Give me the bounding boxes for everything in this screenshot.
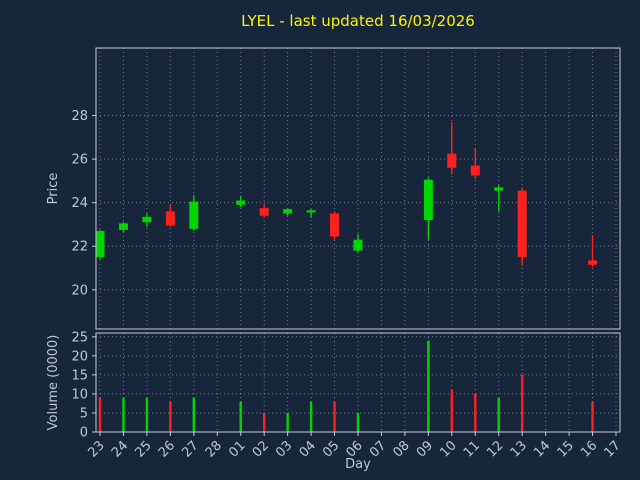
svg-text:05: 05 xyxy=(320,438,342,460)
svg-text:10: 10 xyxy=(71,387,88,402)
svg-text:22: 22 xyxy=(71,240,88,255)
chart-title: LYEL - last updated 16/03/2026 xyxy=(241,12,475,30)
svg-text:27: 27 xyxy=(179,438,201,460)
svg-text:24: 24 xyxy=(71,196,88,211)
svg-text:11: 11 xyxy=(461,438,483,460)
svg-text:28: 28 xyxy=(203,438,225,460)
svg-text:25: 25 xyxy=(71,330,88,345)
svg-text:24: 24 xyxy=(109,438,131,460)
svg-text:5: 5 xyxy=(80,406,88,421)
svg-text:20: 20 xyxy=(71,283,88,298)
svg-text:23: 23 xyxy=(86,438,108,460)
svg-text:26: 26 xyxy=(156,438,178,460)
svg-text:0: 0 xyxy=(80,426,88,441)
svg-text:04: 04 xyxy=(297,438,319,460)
svg-text:Price: Price xyxy=(46,173,61,205)
svg-text:16: 16 xyxy=(578,438,600,460)
svg-text:25: 25 xyxy=(132,438,154,460)
svg-text:01: 01 xyxy=(226,438,248,460)
svg-text:15: 15 xyxy=(71,368,88,383)
svg-text:09: 09 xyxy=(414,438,436,460)
svg-text:20: 20 xyxy=(71,349,88,364)
svg-text:Volume (0000): Volume (0000) xyxy=(46,335,61,431)
svg-text:28: 28 xyxy=(71,109,88,124)
svg-text:02: 02 xyxy=(250,438,272,460)
svg-text:08: 08 xyxy=(390,438,412,460)
svg-text:26: 26 xyxy=(71,153,88,168)
svg-text:13: 13 xyxy=(508,438,530,460)
svg-text:10: 10 xyxy=(437,438,459,460)
svg-text:17: 17 xyxy=(602,438,624,460)
svg-text:15: 15 xyxy=(555,438,577,460)
svg-text:14: 14 xyxy=(531,438,553,460)
svg-text:12: 12 xyxy=(484,438,506,460)
svg-text:03: 03 xyxy=(273,438,295,460)
svg-text:Day: Day xyxy=(345,457,371,472)
